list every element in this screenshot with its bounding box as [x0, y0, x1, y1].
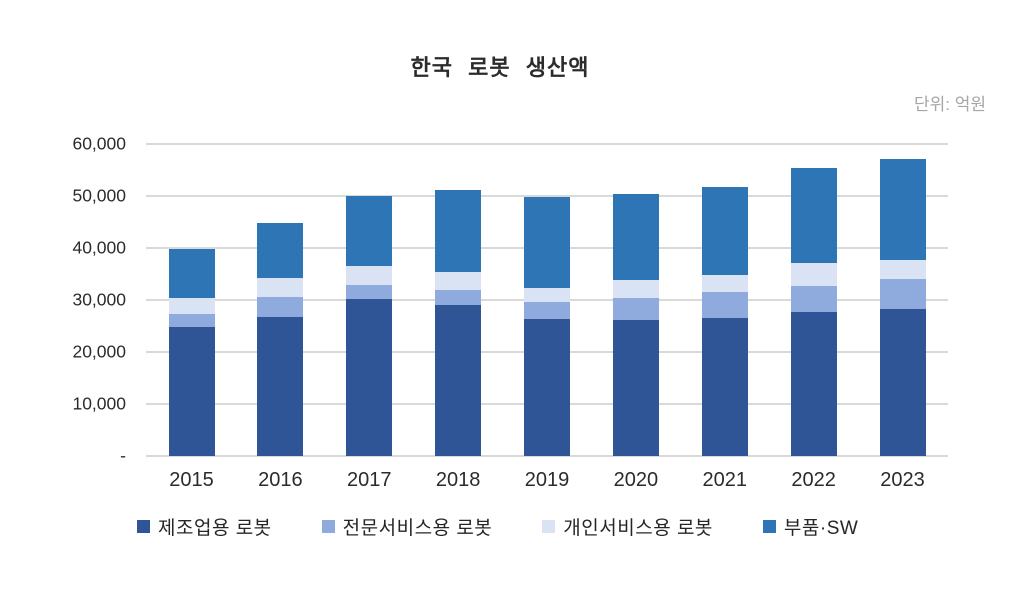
bar-segment [435, 272, 482, 291]
bar-segment [879, 279, 926, 309]
legend-swatch-icon [321, 520, 335, 533]
y-tick-label: 60,000 [72, 133, 126, 154]
bar-segment [168, 327, 215, 456]
y-tick-label: 20,000 [72, 341, 126, 362]
bar-segment [524, 197, 570, 288]
bar-segment [879, 308, 926, 456]
bar-segment [790, 286, 837, 313]
bar-segment [168, 249, 215, 299]
legend-label: 제조업용 로봇 [158, 518, 272, 539]
legend-item: 부품·SW [762, 513, 859, 540]
bar-segment [168, 314, 215, 328]
legend-label: 부품·SW [783, 518, 859, 539]
legend: 제조업용 로봇 전문서비스용 로봇 개인서비스용 로봇 부품·SW [137, 513, 858, 540]
y-tick-label: - [120, 445, 126, 466]
x-tick-label: 2016 [258, 469, 303, 491]
bar-segment [612, 319, 659, 456]
bar-segment [257, 297, 304, 317]
legend-swatch-icon [137, 520, 150, 533]
x-tick-label: 2017 [347, 469, 392, 491]
x-tick-label: 2019 [524, 469, 570, 491]
gridline [146, 455, 948, 457]
x-tick-label: 2020 [613, 469, 659, 491]
bar-segment [524, 319, 570, 456]
bar-segment [346, 196, 393, 267]
legend-item: 개인서비스용 로봇 [542, 513, 713, 540]
y-tick-label: 10,000 [72, 393, 126, 414]
bar-segment [879, 159, 926, 260]
bar-segment [168, 298, 215, 315]
bar-segment [435, 305, 482, 456]
y-tick-label: 30,000 [72, 289, 126, 310]
x-tick-label: 2015 [169, 469, 214, 491]
bar-segment [524, 287, 570, 302]
bar-segment [346, 266, 393, 286]
chart-title: 한국 로봇 생산액 [410, 55, 590, 80]
bar-segment [524, 301, 570, 320]
legend-item: 전문서비스용 로봇 [321, 513, 493, 540]
legend-label: 개인서비스용 로봇 [563, 518, 713, 539]
bar-segment [435, 190, 482, 273]
gridline [146, 143, 948, 145]
bar-segment [701, 187, 748, 276]
bar-segment [790, 312, 837, 456]
y-axis: 60,000 50,000 40,000 30,000 20,000 10,000 - [0, 134, 126, 466]
bar-segment [612, 280, 659, 299]
bar-segment [257, 222, 304, 279]
x-tick-label: 2022 [791, 469, 836, 491]
unit-label: 단위: 억원 [913, 95, 986, 114]
x-tick-label: 2021 [702, 469, 748, 491]
x-tick-label: 2018 [435, 469, 481, 491]
plot-area [146, 143, 948, 457]
bar-segment [346, 298, 393, 456]
bar-segment [879, 259, 926, 280]
bar-segment [257, 278, 304, 298]
legend-swatch-icon [542, 520, 556, 533]
y-tick-label: 40,000 [72, 237, 126, 258]
y-tick-label: 50,000 [72, 185, 126, 206]
bar-segment [612, 298, 659, 320]
bar-segment [612, 194, 659, 281]
bar-segment [257, 316, 304, 456]
x-tick-label: 2023 [880, 469, 925, 491]
bar-segment [435, 290, 482, 306]
legend-item: 제조업용 로봇 [137, 513, 272, 540]
bar-segment [346, 285, 393, 299]
bar-segment [790, 263, 837, 287]
bar-segment [790, 168, 837, 264]
bar-segment [701, 317, 748, 456]
x-axis: 2015 2016 2017 2018 2019 2020 2021 2022 2023 [146, 469, 948, 497]
legend-label: 전문서비스용 로봇 [342, 518, 493, 539]
legend-swatch-icon [762, 520, 776, 533]
bar-segment [701, 292, 748, 318]
gridline [146, 195, 948, 197]
bar-segment [701, 275, 748, 293]
